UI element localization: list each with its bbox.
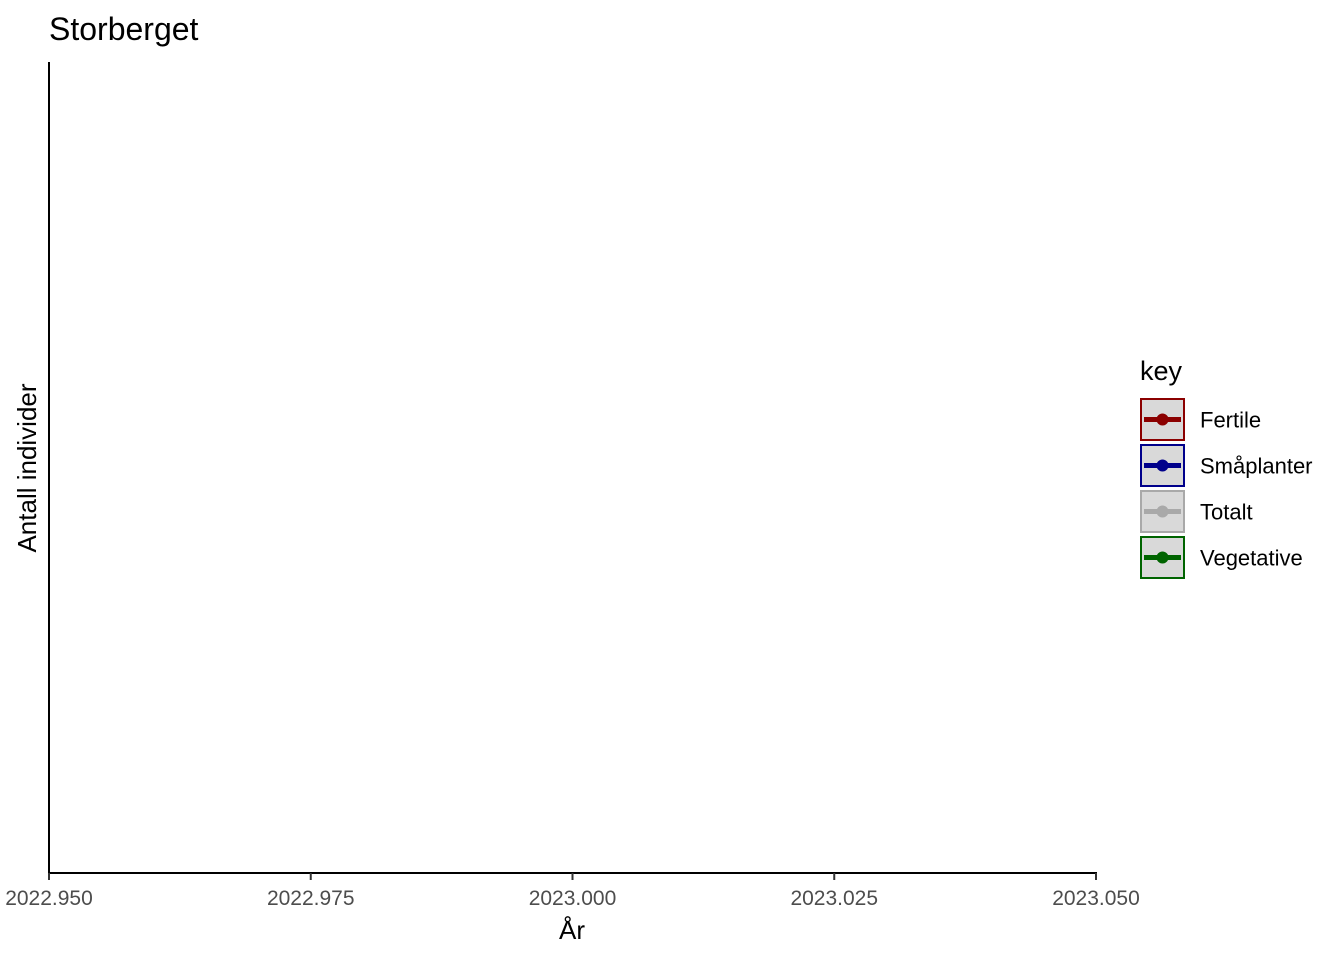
- legend-label: Småplanter: [1200, 454, 1313, 479]
- legend-key-point: [1156, 505, 1169, 518]
- legend-title: key: [1140, 356, 1183, 386]
- x-tick-label: 2023.050: [1052, 887, 1140, 910]
- x-tick-label: 2022.950: [5, 887, 93, 910]
- legend: key Fertile Småplanter Totalt Vegetative: [1140, 356, 1313, 579]
- legend-key-point: [1156, 551, 1169, 564]
- legend-label: Totalt: [1200, 500, 1253, 525]
- legend-item: Vegetative: [1140, 536, 1303, 579]
- legend-item: Småplanter: [1140, 444, 1313, 487]
- legend-item: Totalt: [1140, 490, 1253, 533]
- legend-entries: Fertile Småplanter Totalt Vegetative: [1140, 398, 1313, 579]
- legend-key-point: [1156, 459, 1169, 472]
- x-tick-label: 2023.025: [790, 887, 878, 910]
- y-axis-title: Antall individer: [12, 383, 42, 552]
- legend-key-point: [1156, 413, 1169, 426]
- x-tick-label: 2023.000: [529, 887, 617, 910]
- legend-item: Fertile: [1140, 398, 1261, 441]
- legend-label: Fertile: [1200, 408, 1261, 433]
- plot-area: [48, 62, 1097, 874]
- x-axis-title: År: [559, 915, 585, 945]
- chart-title: Storberget: [49, 11, 199, 47]
- x-ticks: 2022.950 2022.975 2023.000 2023.025 2023.050: [5, 873, 1140, 910]
- legend-label: Vegetative: [1200, 546, 1303, 571]
- x-tick-label: 2022.975: [267, 887, 355, 910]
